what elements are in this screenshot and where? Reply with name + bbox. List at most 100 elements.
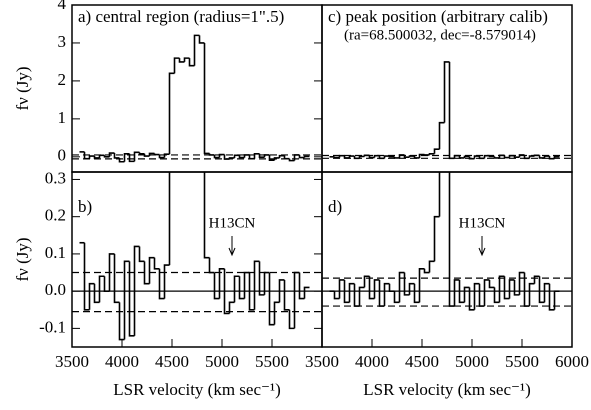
spectrum-step [258,261,265,296]
y-tick-label: 1 [58,108,67,127]
spectrum-step [353,156,360,160]
spectrum-step [433,215,440,262]
spectrum-step [273,157,280,161]
spectrum-step [178,58,185,63]
annotation-text: H13CN [459,215,506,231]
spectrum-step [268,154,275,162]
panel-plot [322,61,572,160]
spectrum-step [508,154,515,158]
spectrum-step [498,275,505,303]
spectrum-step [408,282,415,295]
spectrum-step [263,154,270,158]
annotation-text: H13CN [209,215,256,231]
spectrum-step [508,279,515,299]
x-tick-label: 3500 [55,352,89,371]
spectrum-step [418,268,425,303]
spectrum-step [98,275,105,303]
spectrum-step [428,152,435,155]
spectrum-step [458,279,465,304]
spectrum-step [128,153,135,163]
spectrum-step [433,148,440,154]
y-tick-label: 0.3 [45,168,66,187]
spectrum-step [263,271,270,295]
spectrum-step [273,301,280,325]
spectrum-step [518,154,525,158]
x-tick-label: 4500 [405,352,439,371]
spectrum-step [468,287,475,311]
spectrum-step [93,156,100,159]
spectrum-step [93,283,100,304]
panel-frame [321,171,573,348]
spectrum-step [218,268,225,299]
spectrum-step [423,268,430,274]
panel-label: a) central region (radius=1".5) [78,7,284,26]
spectrum-step [213,272,220,300]
spectrum-step [83,151,90,160]
spectrum-step [253,260,260,310]
x-tick-label: 5500 [505,352,539,371]
spectrum-step [293,271,300,329]
spectrum-step [123,260,130,340]
spectrum-step [413,283,420,304]
spectrum-step [228,301,235,314]
spectrum-step [488,279,495,289]
spectrum-step [543,282,550,303]
spectrum-step [333,156,340,159]
spectrum-step [223,154,230,160]
spectrum-step [163,153,170,158]
spectrum-step [138,246,145,263]
spectrum-step [158,268,165,300]
spectrum-step [458,155,465,159]
spectrum-step [283,279,290,311]
spectrum-step [288,309,295,330]
spectrum-step [543,155,550,158]
spectrum-step [473,282,480,310]
y-axis-label: fν (Jy) [13,237,32,281]
spectrum-step [98,154,105,158]
spectrum-step [393,291,400,304]
x-tick-label: 4000 [105,352,139,371]
spectrum-step [303,286,310,299]
spectrum-step [238,276,245,300]
spectrum-step [338,154,345,158]
spectrum-step [348,155,355,158]
spectrum-step [463,286,470,303]
panel-plot [322,172,572,311]
spectrum-step [208,257,215,274]
spectrum-step [133,151,140,162]
spectrum-step [203,42,210,155]
spectrum-step [448,172,455,307]
spectrum-step [268,272,275,326]
y-tick-label: 0.2 [45,206,66,225]
spectrum-step [283,155,290,160]
spectrum-step [523,272,530,307]
spectrum-step [378,279,385,307]
spectrum-step [118,157,125,163]
spectrum-step [298,272,305,300]
panel-plot [72,34,322,163]
spectrum-step [338,279,345,299]
spectrum-step [363,275,370,288]
y-tick-label: 3 [58,32,67,51]
spectrum-step [468,156,475,160]
spectrum-step [553,156,560,159]
spectrum-step [403,272,410,296]
spectrum-step [383,282,390,307]
spectrum-step [288,158,295,162]
spectrum-step [528,155,535,159]
spectrum-step [343,155,350,159]
spectrum-step [378,155,385,160]
spectrum-step [123,152,130,162]
spectrum-step [483,154,490,159]
spectrum-step [373,154,380,158]
spectrum-step [463,155,470,158]
y-tick-label: 2 [58,70,67,89]
spectrum-step [303,155,310,158]
spectrum-step [183,57,190,62]
spectrum-step [478,156,485,160]
x-tick-label: 4000 [355,352,389,371]
spectrum-step [333,291,340,300]
spectrum-step [498,154,505,158]
